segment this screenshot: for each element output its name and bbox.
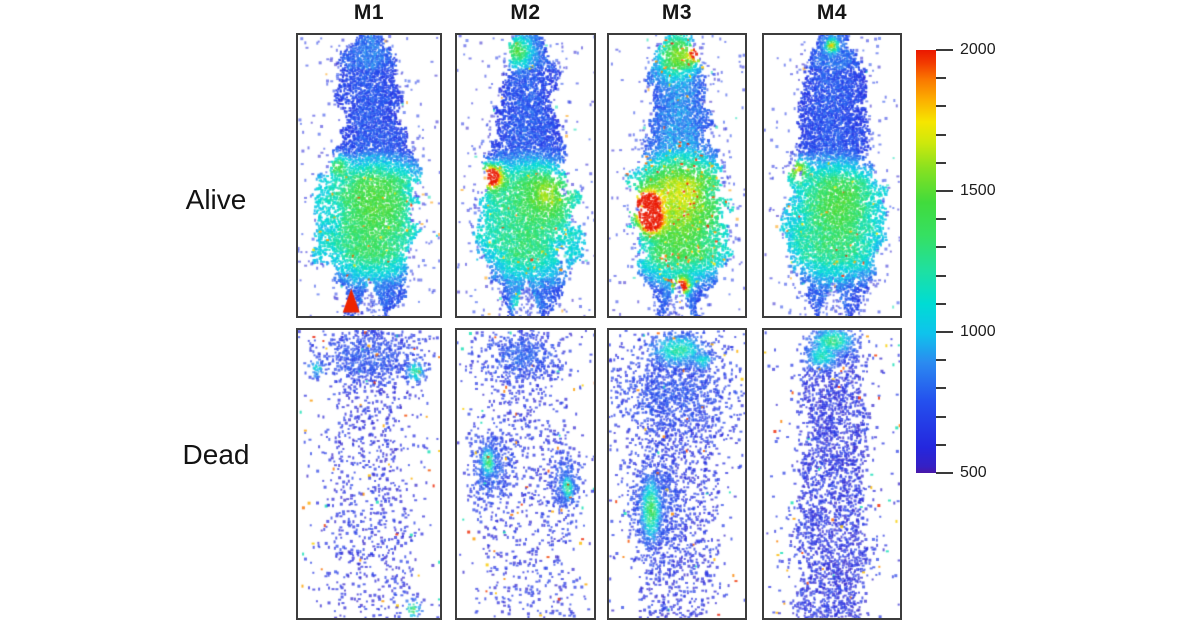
mouse-scan-alive-m4 [764, 35, 900, 316]
mouse-scan-alive-m2 [457, 35, 594, 316]
colorbar-tick [936, 218, 946, 220]
colorbar-tick [936, 105, 946, 107]
column-header-m4: M4 [816, 1, 848, 24]
colorbar-tick [936, 246, 946, 248]
mouse-scan-alive-m1 [298, 35, 440, 316]
colorbar-label: 1500 [960, 182, 996, 199]
colorbar-tick [936, 387, 946, 389]
row-label-alive: Alive [185, 184, 247, 215]
colorbar-axis: 2000 1500 1000 500 [936, 41, 1026, 481]
mouse-scan-dead-m3 [609, 330, 745, 618]
colorbar-tick [936, 472, 953, 474]
colorbar-label: 1000 [960, 323, 996, 340]
colorbar-tick [936, 275, 946, 277]
panel-alive-m4 [762, 33, 902, 318]
mouse-scan-dead-m2 [457, 330, 594, 618]
colorbar-tick [936, 49, 953, 51]
panel-dead-m1 [296, 328, 442, 620]
colorbar-tick [936, 162, 946, 164]
mouse-scan-dead-m4 [764, 330, 900, 618]
column-header-m2: M2 [510, 1, 541, 24]
colorbar-label: 2000 [960, 41, 996, 58]
colorbar-tick [936, 331, 953, 333]
panel-dead-m4 [762, 328, 902, 620]
panel-alive-m2 [455, 33, 596, 318]
colorbar-tick [936, 134, 946, 136]
panel-dead-m2 [455, 328, 596, 620]
column-header-m3: M3 [661, 1, 693, 24]
mouse-scan-alive-m3 [609, 35, 745, 316]
colorbar-gradient [916, 50, 936, 473]
colorbar-tick [936, 359, 946, 361]
colorbar-tick [936, 190, 953, 192]
panel-dead-m3 [607, 328, 747, 620]
panel-alive-m1 [296, 33, 442, 318]
mouse-scan-dead-m1 [298, 330, 440, 618]
colorbar-tick [936, 416, 946, 418]
column-header-m1: M1 [353, 1, 385, 24]
colorbar-tick [936, 444, 946, 446]
row-label-dead: Dead [182, 439, 250, 470]
colorbar-tick [936, 77, 946, 79]
panel-alive-m3 [607, 33, 747, 318]
colorbar-label: 500 [960, 464, 987, 481]
colorbar-tick [936, 303, 946, 305]
